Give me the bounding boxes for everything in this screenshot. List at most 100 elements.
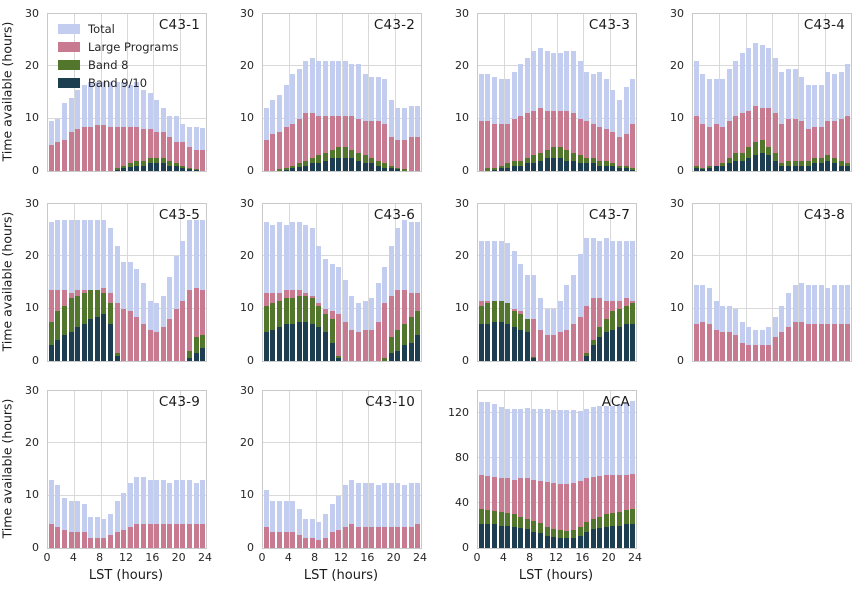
bar-total-h19 — [388, 100, 394, 171]
bar-band-9-10-h13 — [134, 165, 140, 171]
bar-band-9-10-h5 — [511, 165, 517, 171]
bar-large-programs-h6 — [88, 537, 94, 548]
bar-large-programs-h0 — [693, 324, 699, 361]
gridline-vertical — [798, 14, 800, 171]
bar-band-9-10-h21 — [617, 525, 623, 548]
bar-band-9-10-h12 — [772, 160, 778, 171]
bar-band-9-10-h5 — [511, 326, 517, 361]
bar-large-programs-h14 — [785, 326, 791, 361]
bar-large-programs-h9 — [538, 329, 544, 361]
bar-band-9-10-h14 — [785, 165, 791, 171]
gridline-vertical — [153, 14, 155, 171]
subplot-title: C43-3 — [588, 17, 630, 33]
bar-total-h7 — [739, 53, 745, 171]
bar-total-h23 — [200, 479, 206, 548]
bar-total-h5 — [296, 508, 302, 548]
y-tick: 0 — [32, 353, 39, 367]
bar-total-h0 — [48, 479, 54, 548]
bar-large-programs-h8 — [531, 110, 537, 171]
bar-large-programs-h7 — [94, 124, 100, 171]
bar-total-h22 — [408, 222, 414, 361]
bar-large-programs-h16 — [799, 321, 805, 361]
bar-total-h10 — [759, 329, 765, 361]
bar-large-programs-h6 — [303, 113, 309, 171]
bar-large-programs-h11 — [336, 313, 342, 361]
bar-total-h22 — [193, 482, 199, 548]
x-axis-label: LST (hours) — [88, 568, 164, 583]
bar-band-9-10-h3 — [498, 321, 504, 361]
bar-large-programs-h0 — [478, 121, 484, 171]
gridline-vertical — [798, 204, 800, 361]
bar-band-9-10-h23 — [845, 165, 851, 171]
bar-large-programs-h18 — [382, 303, 388, 361]
bar-large-programs-h21 — [402, 139, 408, 171]
bar-band-9-10-h17 — [590, 345, 596, 361]
bar-band-9-10-h19 — [603, 165, 609, 171]
bar-large-programs-h5 — [726, 121, 732, 171]
y-tick: 0 — [462, 353, 469, 367]
bar-band-9-10-h15 — [362, 163, 368, 171]
bar-total-h18 — [812, 285, 818, 361]
bar-total-h0 — [263, 108, 269, 171]
bar-large-programs-h15 — [362, 527, 368, 548]
bar-band-9-10-h3 — [283, 324, 289, 361]
bar-large-programs-h0 — [263, 527, 269, 548]
legend-label: Total — [88, 22, 115, 36]
bar-large-programs-h20 — [180, 142, 186, 171]
bar-large-programs-h1 — [485, 121, 491, 171]
bar-total-h21 — [402, 485, 408, 548]
bar-total-h22 — [193, 126, 199, 171]
bar-band-9-10-h6 — [88, 319, 94, 361]
bar-band-9-10-h10 — [329, 342, 335, 361]
bar-total-h2 — [706, 79, 712, 171]
bar-large-programs-h0 — [693, 116, 699, 171]
legend-label: Large Programs — [88, 40, 179, 54]
bar-band-9-10-h0 — [48, 345, 54, 361]
bar-band-9-10-h8 — [531, 358, 537, 361]
bar-band-9-10-h22 — [193, 169, 199, 171]
bar-total-h14 — [570, 410, 576, 548]
bar-large-programs-h6 — [518, 478, 524, 548]
gridline-vertical — [557, 204, 558, 361]
y-tick-labels: 0 10 20 30 — [443, 8, 473, 176]
bar-total-h10 — [329, 503, 335, 548]
x-tick: 20 — [386, 551, 401, 564]
bar-band-9-10-h8 — [531, 163, 537, 171]
bar-band-9-10-h19 — [173, 165, 179, 171]
bar-band-9-10-h12 — [127, 166, 133, 171]
y-tick: 10 — [455, 301, 469, 315]
bar-total-h7 — [94, 516, 100, 548]
bar-large-programs-h7 — [739, 113, 745, 171]
bar-band-9-10-h1 — [270, 329, 276, 361]
bar-large-programs-h22 — [193, 524, 199, 548]
bar-band-9-10-h1 — [485, 324, 491, 361]
bar-band-9-10-h18 — [597, 165, 603, 171]
bar-band-8-h10 — [329, 319, 335, 361]
y-tick: 0 — [677, 353, 684, 367]
bar-large-programs-h2 — [61, 139, 67, 171]
bar-large-programs-h18 — [382, 527, 388, 548]
bar-band-9-10-h5 — [296, 321, 302, 361]
bar-large-programs-h10 — [544, 110, 550, 171]
bar-total-h2 — [491, 240, 497, 361]
bar-large-programs-h21 — [187, 290, 193, 361]
bar-large-programs-h7 — [524, 113, 530, 171]
bar-total-h2 — [276, 500, 282, 548]
bar-total-h4 — [720, 79, 726, 171]
x-tick: 4 — [69, 551, 77, 564]
subplot-c43-5: Time available (hours) 0 10 20 30 C43-5 — [0, 198, 207, 366]
bar-large-programs-h4 — [720, 332, 726, 361]
bar-large-programs-h14 — [785, 118, 791, 171]
bar-large-programs-h17 — [805, 129, 811, 171]
bar-band-9-10-h22 — [193, 353, 199, 361]
y-tick: 10 — [240, 301, 254, 315]
bar-total-h8 — [531, 408, 537, 548]
bar-large-programs-h16 — [154, 524, 160, 548]
bar-band-9-10-h21 — [187, 169, 193, 171]
bar-band-9-10-h7 — [309, 163, 315, 171]
bar-total-h17 — [590, 74, 596, 171]
y-tick-labels: 0 10 20 30 — [13, 8, 43, 176]
bar-large-programs-h18 — [812, 126, 818, 171]
gridline-vertical — [394, 204, 396, 361]
